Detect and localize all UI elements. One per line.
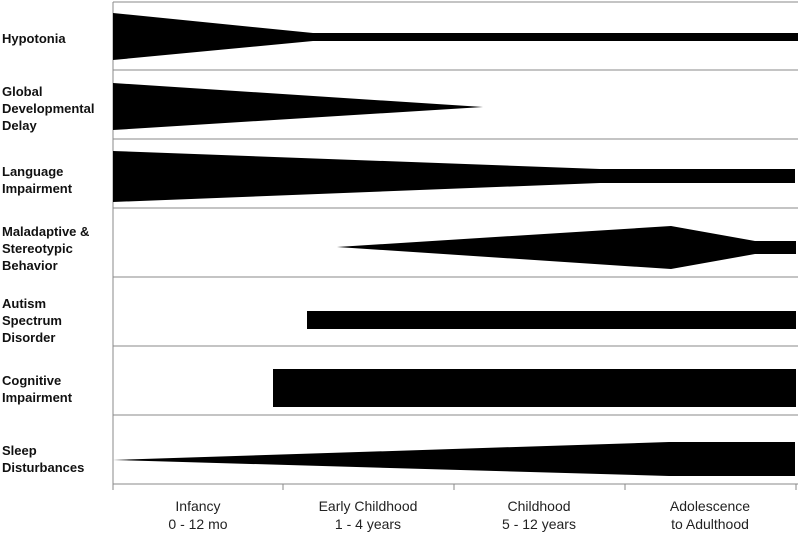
stage-label-early-childhood: Early Childhood 1 - 4 years (318, 498, 418, 532)
row-label-language-impairment: Language Impairment (2, 164, 73, 196)
row-label-global-developmental-delay: Global Developmental Delay (2, 84, 95, 133)
phenotype-shapes (113, 13, 798, 476)
global-developmental-delay-shape (113, 83, 483, 130)
stage-label-infancy: Infancy 0 - 12 mo (168, 498, 228, 532)
row-label-autism-spectrum-disorder: Autism Spectrum Disorder (2, 296, 62, 345)
autism-spectrum-disorder-shape (307, 311, 796, 329)
row-dividers (113, 1, 798, 416)
row-label-sleep-disturbances: Sleep Disturbances (2, 443, 85, 475)
stage-label-childhood: Childhood 5 - 12 years (502, 498, 576, 532)
maladaptive-stereotypic-behavior-shape (337, 226, 796, 269)
row-label-maladaptive-stereotypic-behavior: Maladaptive & Stereotypic Behavior (2, 224, 90, 273)
row-label-cognitive-impairment: Cognitive Impairment (2, 373, 73, 405)
timeline-axis (112, 483, 798, 490)
cognitive-impairment-shape (273, 369, 796, 407)
stage-label-adolescence-adulthood: Adolescence to Adulthood (669, 498, 751, 532)
sleep-disturbances-shape (113, 442, 795, 476)
row-label-hypotonia: Hypotonia (2, 31, 66, 46)
hypotonia-shape (113, 13, 798, 60)
language-impairment-shape (113, 151, 795, 202)
